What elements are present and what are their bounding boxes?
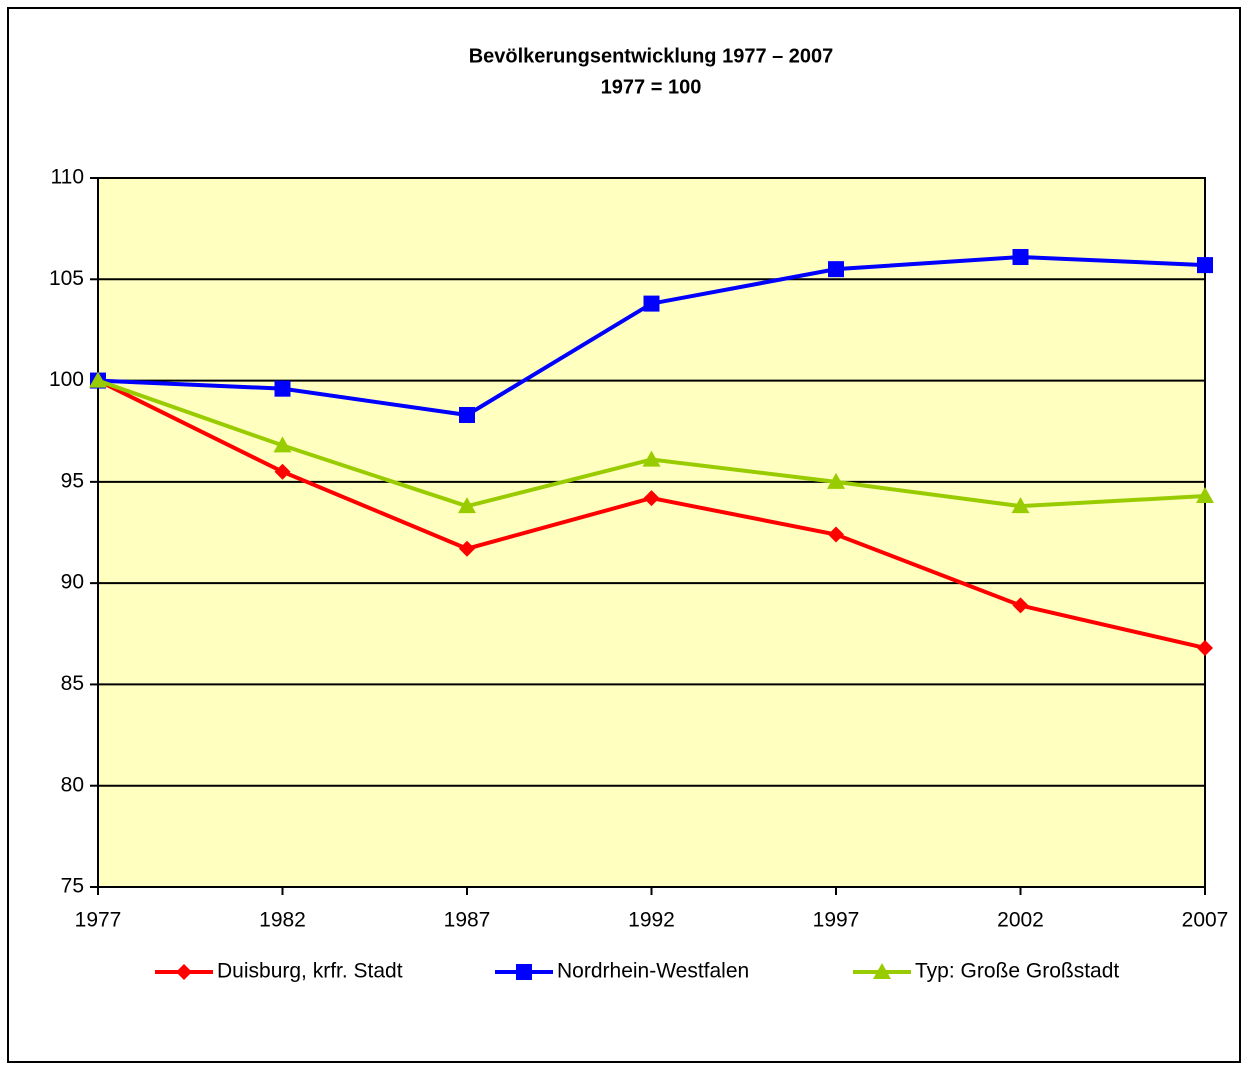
marker	[1197, 257, 1213, 274]
legend-label: Nordrhein-Westfalen	[557, 960, 749, 983]
x-tick-label: 2007	[1182, 909, 1229, 932]
y-tick-label: 95	[61, 469, 84, 492]
y-tick-label: 80	[61, 773, 84, 796]
y-tick-label: 90	[61, 571, 84, 594]
marker	[176, 964, 192, 980]
marker	[459, 407, 475, 424]
x-tick-label: 1977	[75, 909, 122, 932]
marker	[516, 964, 532, 980]
marker	[274, 463, 291, 480]
y-tick-label: 85	[61, 672, 84, 695]
marker	[1197, 639, 1213, 656]
legend-label: Typ: Große Großstadt	[915, 960, 1119, 983]
marker	[1012, 597, 1029, 614]
chart-title: Bevölkerungsentwicklung 1977 – 2007	[469, 45, 834, 67]
marker	[873, 963, 891, 979]
y-tick-label: 110	[51, 166, 84, 189]
plot-area	[98, 178, 1205, 887]
x-tick-label: 1992	[628, 909, 675, 932]
marker	[1012, 249, 1029, 266]
marker	[828, 526, 844, 543]
marker	[827, 472, 845, 489]
y-tick-label: 105	[49, 267, 84, 290]
x-tick-label: 1987	[444, 909, 491, 932]
x-tick-label: 2002	[997, 909, 1044, 932]
marker	[643, 490, 660, 507]
plot-border	[97, 177, 1206, 888]
legend-label: Duisburg, krfr. Stadt	[217, 960, 403, 983]
marker	[274, 380, 291, 397]
chart-subtitle: 1977 = 100	[601, 76, 702, 98]
marker	[642, 450, 661, 467]
marker	[273, 436, 292, 453]
y-tick-label: 75	[61, 875, 84, 898]
marker	[1011, 497, 1030, 514]
marker	[89, 371, 107, 388]
marker	[1196, 487, 1214, 504]
marker	[459, 540, 475, 557]
marker	[458, 497, 476, 514]
y-tick-label: 100	[49, 368, 84, 391]
x-tick-label: 1997	[813, 909, 860, 932]
marker	[643, 295, 660, 312]
marker	[828, 261, 844, 278]
x-tick-label: 1982	[259, 909, 306, 932]
